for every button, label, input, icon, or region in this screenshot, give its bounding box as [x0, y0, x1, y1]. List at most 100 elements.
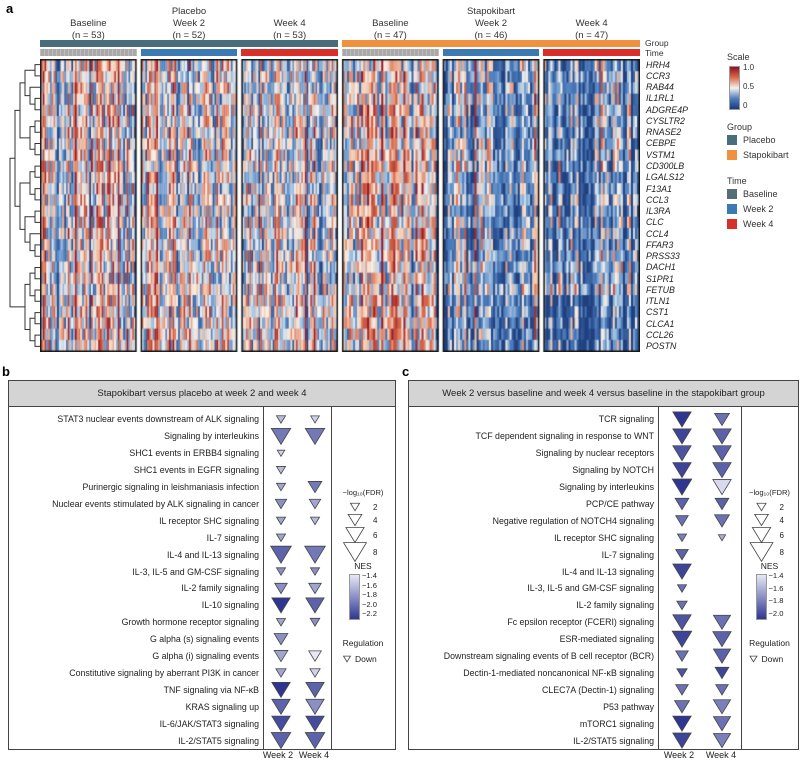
- fdr-size-label: 2: [780, 503, 785, 512]
- pathway-label: ESR-mediated signaling: [559, 634, 654, 645]
- pathway-row: IL-2/STAT5 signaling: [409, 732, 798, 749]
- pathway-row: Signaling by interleukins: [9, 428, 395, 445]
- nes-tick: −1.4: [362, 571, 377, 580]
- down-triangle-marker: [274, 582, 288, 595]
- down-triangle-marker: [671, 478, 693, 496]
- scale-legend-title: Scale: [727, 52, 750, 62]
- down-triangle-marker: [749, 655, 758, 663]
- gene-label: CYSLTR2: [646, 115, 685, 126]
- down-triangle-marker: [672, 462, 692, 479]
- pathway-label: Constitutive signaling by aberrant PI3K …: [69, 667, 259, 678]
- time-bar-segment-4: [442, 49, 540, 56]
- pathway-row: Dectin-1-mediated noncanonical NF-κB sig…: [409, 665, 798, 682]
- pathway-row: Downstream signaling events of B cell re…: [409, 648, 798, 665]
- down-triangle-marker: [309, 516, 321, 526]
- pathway-row: G alpha (i) signaling events: [9, 648, 395, 665]
- column-header-2: Week 4 (n = 53): [273, 18, 307, 41]
- down-triangle-marker: [672, 732, 692, 749]
- down-triangle-marker: [672, 445, 692, 462]
- down-triangle-marker: [676, 584, 688, 593]
- gene-label: CCL3: [646, 194, 669, 205]
- gene-label: DACH1: [646, 262, 676, 273]
- pathway-label: IL-10 signaling: [201, 600, 259, 611]
- down-triangle-marker: [309, 668, 321, 678]
- fdr-size-label: 4: [780, 516, 785, 525]
- nes-tick: −1.6: [768, 583, 784, 593]
- down-triangle-marker: [308, 582, 322, 595]
- down-triangle-marker: [305, 698, 325, 716]
- gene-label: F13A1: [646, 183, 672, 194]
- pathway-label: IL-7 signaling: [206, 532, 259, 543]
- pathway-label: SHC1 events in ERBB4 signaling: [129, 448, 259, 459]
- down-triangle-marker: [674, 497, 690, 511]
- pathway-row: IL-2 family signaling: [409, 597, 798, 614]
- pathway-row: Nuclear events stimulated by ALK signali…: [9, 496, 395, 513]
- pathway-label: IL-2 family signaling: [181, 583, 259, 594]
- regulation-down-label: Down: [355, 654, 377, 664]
- panel-c-divider-1: [658, 407, 659, 749]
- down-triangle-marker: [273, 633, 289, 646]
- down-triangle-marker: [712, 428, 732, 445]
- down-triangle-marker: [275, 466, 287, 475]
- pathway-label: TCR signaling: [598, 414, 654, 425]
- pathway-label: Signaling by interleukins: [559, 482, 654, 493]
- nes-tick: −2.0: [362, 599, 377, 609]
- nes-tick: −2.2: [362, 609, 377, 618]
- down-triangle-marker: [309, 567, 321, 577]
- gene-label: IL1RL1: [646, 93, 675, 104]
- regulation-legend-title: Regulation: [749, 638, 790, 648]
- pathway-row: TCR signaling: [409, 411, 798, 428]
- down-triangle-marker: [749, 542, 774, 562]
- fdr-size-label: 8: [373, 548, 378, 557]
- pathway-row: IL-3, IL-5 and GM-CSF signaling: [409, 580, 798, 597]
- down-triangle-marker: [309, 617, 321, 627]
- panel-b: Stapokibart versus placebo at week 2 and…: [8, 380, 396, 750]
- time-legend-baseline: Baseline: [727, 189, 778, 199]
- down-triangle-marker: [675, 549, 689, 561]
- regulation-down-icon: Down: [342, 654, 377, 664]
- panel-b-label: b: [2, 364, 10, 379]
- down-triangle-marker: [275, 618, 287, 627]
- down-triangle-marker: [275, 668, 287, 678]
- pathway-label: G alpha (i) signaling events: [152, 651, 259, 662]
- group-legend-placebo: Placebo: [727, 135, 789, 145]
- down-triangle-marker: [345, 527, 365, 544]
- down-triangle-marker: [675, 650, 689, 662]
- column-header-1: Week 2 (n = 52): [172, 18, 206, 41]
- gene-label: FETUB: [646, 284, 675, 295]
- panel-c-title: Week 2 versus baseline and week 4 versus…: [409, 381, 798, 407]
- pathway-label: Negative regulation of NOTCH4 signaling: [492, 515, 654, 526]
- down-triangle-marker: [672, 428, 692, 445]
- group-legend-title: Group: [727, 122, 753, 132]
- down-triangle-marker: [308, 498, 322, 510]
- pathway-label: TCF dependent signaling in response to W…: [475, 431, 654, 442]
- gene-label: LGALS12: [646, 172, 685, 183]
- pathway-label: KRAS signaling up: [185, 701, 259, 712]
- panel-c-divider-2: [741, 407, 742, 749]
- down-triangle-marker: [672, 411, 692, 428]
- gene-label-list: HRH4 CCR3 RAB44 IL1RL1 ADGRE4P CYSLTR2 RNASE2 C…: [646, 59, 716, 352]
- pathway-row: PCP/CE pathway: [409, 496, 798, 513]
- down-triangle-marker: [275, 567, 287, 577]
- down-triangle-marker: [275, 516, 287, 526]
- stapokibart-swatch: [727, 150, 737, 160]
- pathway-label: Growth hormone receptor signaling: [121, 617, 259, 628]
- down-triangle-marker: [712, 614, 732, 631]
- pathway-row: P53 pathway: [409, 698, 798, 715]
- down-triangle-marker: [308, 650, 322, 662]
- down-triangle-marker: [673, 700, 691, 714]
- gene-label: CLC: [646, 217, 664, 228]
- time-bar-segment-1: [140, 49, 238, 56]
- nes-legend-title: NES: [354, 561, 372, 571]
- panel-b-divider-1: [263, 407, 264, 749]
- down-triangle-marker: [270, 427, 292, 446]
- pathway-row: IL-4 and IL-13 signaling: [9, 546, 395, 563]
- nes-tick: −1.4: [768, 571, 784, 580]
- time-bar-segment-5: [543, 49, 640, 56]
- panel-c: Week 2 versus baseline and week 4 versus…: [408, 380, 799, 750]
- regulation-down-icon: Down: [749, 654, 784, 664]
- group-title-placebo: Placebo: [171, 6, 207, 17]
- down-triangle-marker: [713, 514, 731, 528]
- group-legend-stapokibart: Stapokibart: [727, 150, 789, 160]
- pathway-label: IL receptor SHC signaling: [554, 532, 654, 543]
